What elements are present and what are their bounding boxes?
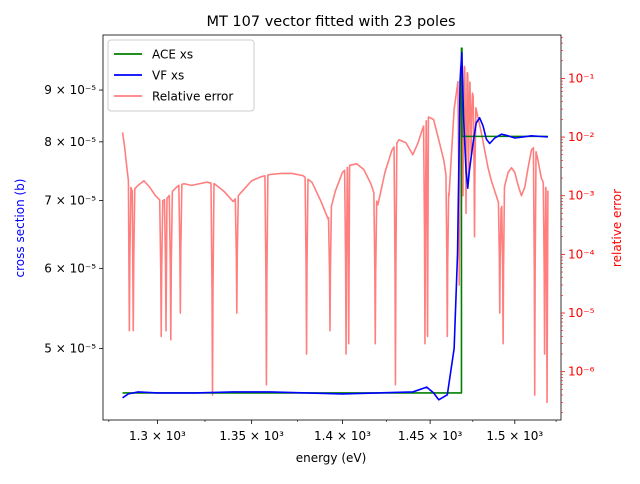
y-left-tick-label: 5 × 10⁻⁵: [44, 342, 96, 356]
y-right-tick-label: 10⁻³: [568, 189, 595, 203]
series-relative-error-line: [121, 62, 549, 404]
series-vf-xs-line: [122, 51, 548, 401]
y-right-tick-label: 10⁻⁶: [568, 365, 595, 379]
x-tick-label: 1.35 × 10³: [219, 429, 284, 443]
legend-label-ace-xs: ACE xs: [152, 48, 193, 62]
plot-area: [121, 47, 549, 404]
x-tick-label: 1.45 × 10³: [398, 429, 463, 443]
legend-label-relative-error: Relative error: [152, 90, 233, 104]
y-left-tick-label: 6 × 10⁻⁵: [44, 261, 96, 275]
axes: 1.3 × 10³ 1.35 × 10³ 1.4 × 10³ 1.45 × 10³ 1.…: [44, 34, 595, 443]
y-left-axis-label: cross section (b): [13, 179, 27, 278]
y-right-tick-label: 10⁻⁵: [568, 306, 595, 320]
x-axis-label: energy (eV): [296, 451, 367, 465]
y-right-tick-label: 10⁻¹: [568, 71, 595, 85]
series-group: [121, 47, 549, 404]
y-left-tick-label: 8 × 10⁻⁵: [44, 135, 96, 149]
x-tick-label: 1.4 × 10³: [314, 429, 371, 443]
x-tick-label: 1.5 × 10³: [486, 429, 543, 443]
axes-frame: [102, 34, 562, 421]
chart-title: MT 107 vector fitted with 23 poles: [206, 14, 455, 30]
y-left-tick-label: 9 × 10⁻⁵: [44, 83, 96, 97]
legend-label-vf-xs: VF xs: [152, 69, 184, 83]
y-right-tick-label: 10⁻⁴: [568, 247, 595, 261]
y-right-axis-label: relative error: [610, 189, 624, 267]
legend: ACE xs VF xs Relative error: [107, 39, 255, 112]
y-left-tick-label: 7 × 10⁻⁵: [44, 194, 96, 208]
x-tick-label: 1.3 × 10³: [129, 429, 186, 443]
y-right-tick-label: 10⁻²: [568, 130, 595, 144]
legend-box: [107, 39, 255, 112]
